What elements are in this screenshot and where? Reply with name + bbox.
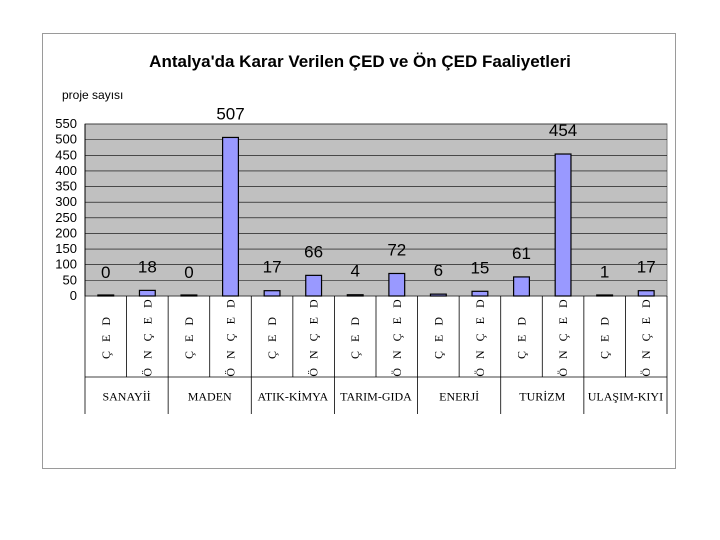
- x-sub-label: Ö N Ç E D: [307, 296, 321, 376]
- bar: [429, 293, 447, 297]
- bar: [346, 294, 364, 297]
- x-group-label: TURİZM: [519, 390, 565, 404]
- chart-frame: Antalya'da Karar Verilen ÇED ve Ön ÇED F…: [42, 33, 676, 469]
- x-sub-label: Ç E D: [265, 314, 279, 359]
- data-label: 454: [549, 121, 577, 140]
- y-tick-label: 100: [55, 257, 77, 272]
- y-tick-label: 550: [55, 116, 77, 131]
- x-group-label: ENERJİ: [439, 390, 479, 404]
- data-label: 15: [470, 258, 489, 277]
- chart-title: Antalya'da Karar Verilen ÇED ve Ön ÇED F…: [149, 52, 571, 71]
- data-label: 17: [637, 258, 656, 277]
- y-tick-label: 150: [55, 241, 77, 256]
- y-tick-label: 400: [55, 163, 77, 178]
- x-sub-label: Ç E D: [99, 314, 113, 359]
- data-label: 61: [512, 244, 531, 263]
- data-label: 66: [304, 242, 323, 261]
- bar: [637, 290, 655, 297]
- bar: [263, 290, 281, 297]
- bar: [138, 289, 156, 297]
- x-sub-label: Ö N Ç E D: [473, 296, 487, 376]
- x-sub-label: Ç E D: [348, 314, 362, 359]
- bar: [471, 290, 489, 297]
- x-group-label: MADEN: [188, 390, 232, 404]
- y-tick-label: 50: [63, 272, 77, 287]
- y-tick-label: 500: [55, 132, 77, 147]
- data-label: 1: [600, 263, 609, 282]
- data-label: 507: [216, 104, 244, 123]
- x-sub-label: Ç E D: [598, 314, 612, 359]
- x-sub-label: Ç E D: [515, 314, 529, 359]
- bar-chart: Antalya'da Karar Verilen ÇED ve Ön ÇED F…: [55, 52, 668, 414]
- y-tick-label: 0: [70, 288, 77, 303]
- y-tick-label: 200: [55, 225, 77, 240]
- x-sub-label: Ö N Ç E D: [224, 296, 238, 376]
- bar: [596, 294, 614, 297]
- x-sub-label: Ö N Ç E D: [140, 296, 154, 376]
- data-labels: 0 18 0 507 17 66 4 72 6 15 61 454 1 17: [101, 104, 656, 282]
- bars: [97, 136, 655, 297]
- x-sub-label: Ç E D: [182, 314, 196, 359]
- x-group-label: SANAYİİ: [102, 390, 150, 404]
- data-label: 72: [387, 240, 406, 259]
- bar: [180, 294, 198, 297]
- data-label: 17: [263, 258, 282, 277]
- data-label: 0: [101, 263, 110, 282]
- x-group-label: ATIK-KİMYA: [258, 390, 329, 404]
- y-tick-label: 350: [55, 179, 77, 194]
- bar: [513, 276, 530, 297]
- x-sub-label: Ö N Ç E D: [556, 296, 570, 376]
- y-tick-label: 450: [55, 147, 77, 162]
- plot-area: [84, 123, 668, 297]
- x-sub-label: Ö N Ç E D: [639, 296, 653, 376]
- y-tick-label: 300: [55, 194, 77, 209]
- bar: [305, 274, 323, 297]
- bar: [554, 153, 572, 297]
- bar: [222, 136, 239, 297]
- bar: [97, 294, 115, 297]
- data-label: 0: [184, 263, 193, 282]
- data-label: 18: [138, 257, 157, 276]
- y-tick-label: 250: [55, 210, 77, 225]
- y-axis-label: proje sayısı: [62, 88, 123, 102]
- x-sub-label: Ö N Ç E D: [390, 296, 404, 376]
- x-axis-table: Ç E D Ö N Ç E D SANAYİİ Ç E D Ö N Ç E D MADEN…: [84, 296, 668, 414]
- bar: [388, 272, 406, 297]
- data-label: 4: [350, 262, 359, 281]
- x-group-label: ULAŞIM-KIYI: [588, 390, 663, 404]
- x-group-label: TARIM-GIDA: [340, 390, 412, 404]
- x-sub-label: Ç E D: [431, 314, 445, 359]
- data-label: 6: [434, 261, 443, 280]
